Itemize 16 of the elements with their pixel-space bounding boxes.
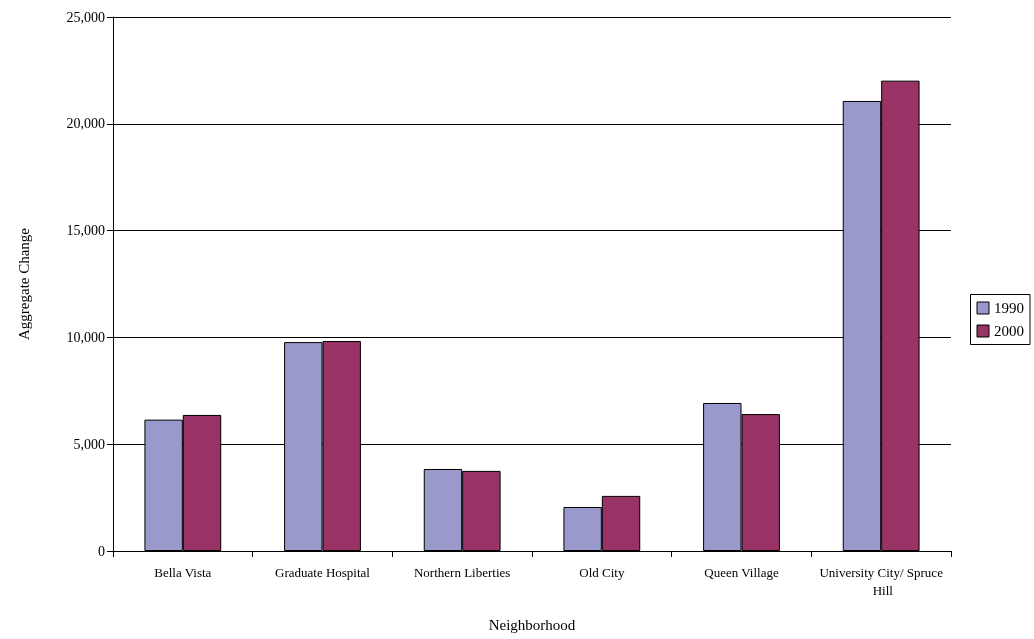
y-tick-label: 25,000 [66, 9, 105, 25]
y-tick-label: 20,000 [66, 116, 105, 132]
x-tick-label: Queen Village [704, 564, 779, 580]
y-tick-label: 0 [98, 543, 105, 559]
y-tick-label: 15,000 [66, 223, 105, 239]
y-tick-label: 5,000 [73, 436, 105, 452]
legend-label: 2000 [994, 323, 1024, 339]
legend-label: 1990 [994, 300, 1024, 316]
x-tick-label: Old City [579, 564, 625, 580]
x-tick-label: University City/ Spruce Hill [819, 564, 944, 598]
y-axis-title: Aggregate Change [15, 227, 32, 341]
x-tick-label: Graduate Hospital [275, 564, 371, 580]
x-tick-label: Northern Liberties [413, 564, 511, 580]
x-axis-title: Neighborhood [488, 616, 576, 633]
x-tick-label: Bella Vista [154, 564, 212, 580]
y-tick-label: 10,000 [66, 329, 105, 345]
